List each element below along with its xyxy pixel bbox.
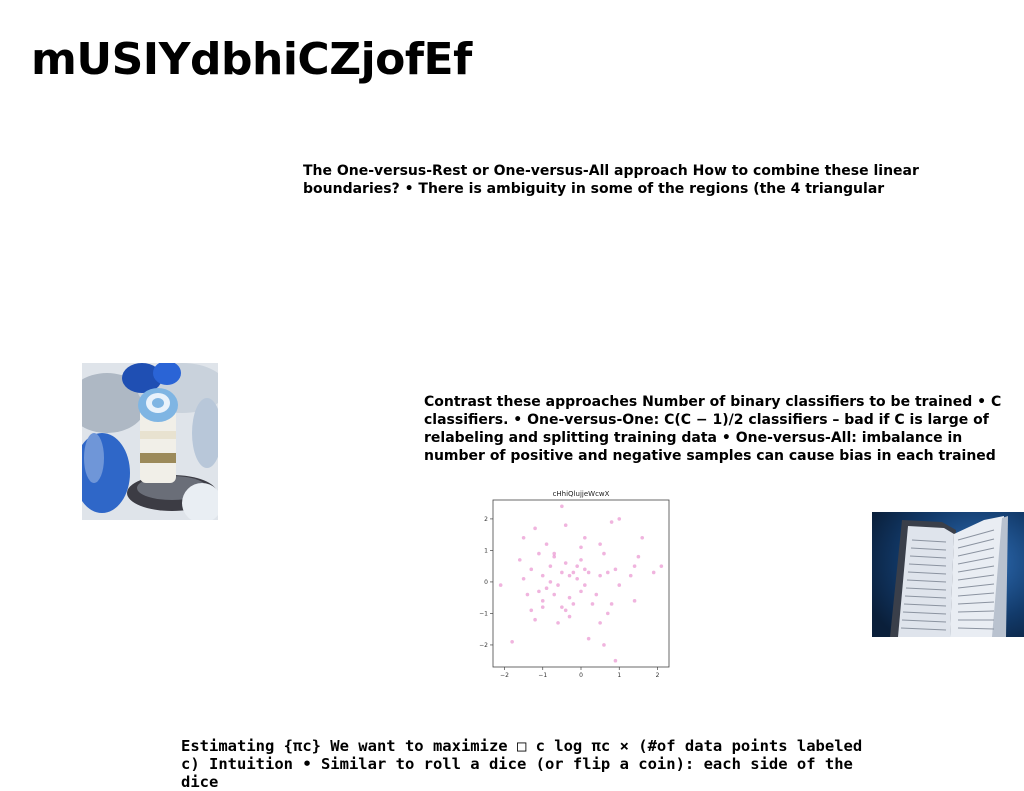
scatter-point [548,564,553,568]
x-tick-label: 1 [617,672,621,679]
scatter-point [586,570,591,575]
photo-open-book [872,512,1024,637]
scatter-point [579,558,583,562]
y-tick-label: 1 [484,547,488,554]
scatter-point [529,567,534,572]
scatter-point [609,520,614,524]
scatter-point [613,567,618,572]
scatter-point [563,561,568,565]
scatter-point [517,558,522,562]
photo-cup-blue-decor [82,363,218,520]
scatter-point [605,611,610,616]
scatter-point [575,564,579,568]
scatter-point [598,573,602,578]
scatter-point [510,639,514,644]
scatter-point [628,573,633,578]
scatter-point [640,536,645,540]
scatter-point [552,592,557,597]
scatter-point [521,576,526,581]
scatter-point [560,504,564,509]
scatter-point [544,542,549,546]
y-tick-label: 0 [484,579,488,586]
scatter-point [579,589,583,594]
x-tick-label: 2 [656,672,660,679]
scatter-point [552,551,557,556]
scatter-point [567,614,572,619]
scatter-point [632,564,637,568]
scatter-point [552,554,557,559]
scatter-point [556,621,560,625]
x-tick-label: −1 [538,672,547,679]
scatter-point [540,599,545,603]
scatter-point [583,567,587,572]
plot-area [492,499,670,668]
scatter-point [583,536,587,540]
scatter-point [567,573,572,578]
scatter-point [617,517,622,521]
scatter-point [521,536,526,540]
scatter-point [575,576,579,581]
scatter-point [540,573,545,578]
scatter-point [651,570,656,575]
scatter-point [556,583,560,587]
scatter-point [537,589,541,594]
scatter-point [583,583,587,587]
scatter-point [598,542,602,546]
scatter-point [659,564,664,568]
scatter-point [632,599,637,603]
text-block-estimating-pi: Estimating {πc} We want to maximize □ c … [181,737,863,791]
scatter-point [567,595,572,600]
scatter-point [560,605,564,609]
scatter-point [617,583,622,587]
scatter-point [533,526,537,531]
scatter-point [560,570,564,575]
scatter-point [636,554,641,559]
scatter-point [594,592,599,597]
y-tick-label: −1 [479,610,488,617]
scatter-point [602,551,606,556]
chart-title: cHhiQlujjeWcwX [553,490,610,498]
scatter-point [533,617,537,622]
scatter-point [548,580,553,584]
y-tick-label: 2 [484,516,488,523]
scatter-point [605,570,610,575]
scatter-point [540,605,545,609]
scatter-point [529,608,534,613]
scatter-chart: cHhiQlujjeWcwX −2 −1 0 1 2 −2 −1 0 1 2 [476,484,676,680]
text-block-one-vs-rest: The One-versus-Rest or One-versus-All ap… [303,163,919,197]
scatter-point [609,602,614,606]
scatter-point [563,523,568,528]
slide-title: mUSIYdbhiCZjofEf [31,34,472,85]
scatter-point [613,658,618,663]
scatter-point [563,608,568,613]
x-tick-label: 0 [579,672,583,679]
scatter-point [537,551,541,556]
scatter-point [571,602,576,606]
y-tick-label: −2 [479,642,488,649]
text-block-contrast-approaches: Contrast these approaches Number of bina… [424,394,1002,464]
x-tick-label: −2 [500,672,509,679]
scatter-point [598,621,602,625]
scatter-point [498,583,503,587]
scatter-point [590,602,595,606]
scatter-point [586,636,591,641]
scatter-point [525,592,530,597]
scatter-point [602,643,606,647]
scatter-point [571,570,576,575]
scatter-point [579,545,583,550]
scatter-point [544,586,549,591]
